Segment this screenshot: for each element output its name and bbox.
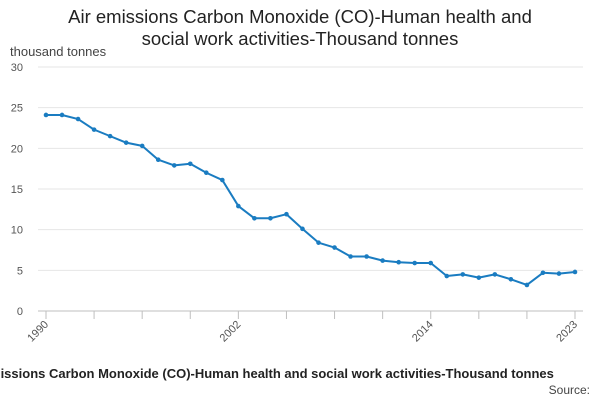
data-point [572, 269, 578, 275]
data-point [107, 133, 113, 139]
data-point [380, 258, 385, 263]
data-point [412, 260, 417, 266]
data-point [348, 254, 353, 259]
data-point [236, 203, 241, 209]
data-point [59, 112, 65, 118]
footer-chart-title-text: Air emissions Carbon Monoxide (CO)-Human… [0, 366, 554, 381]
data-point [155, 157, 161, 163]
y-tick-label: 20 [11, 143, 23, 155]
chart-title-line-1: Air emissions Carbon Monoxide (CO)-Human… [68, 6, 532, 27]
y-tick-label: 5 [17, 265, 23, 277]
data-point [556, 271, 562, 276]
data-point [91, 127, 97, 132]
source-note: Source: [548, 383, 590, 397]
data-point [284, 211, 289, 217]
data-point [540, 270, 546, 276]
footer-chart-title: Air emissions Carbon Monoxide (CO)-Human… [0, 366, 600, 382]
chart-title-line-2: social work activities-Thousand tonnes [141, 28, 459, 49]
data-point [492, 272, 498, 277]
data-point [75, 116, 81, 122]
data-point [444, 273, 450, 279]
y-tick-label: 10 [11, 225, 23, 237]
y-tick-label: 0 [17, 306, 23, 318]
data-point [300, 226, 305, 232]
data-point [43, 112, 49, 118]
data-point [123, 140, 129, 145]
data-point [204, 170, 209, 176]
data-point [187, 161, 193, 167]
y-axis-unit-label: thousand tonnes [10, 44, 107, 59]
chart-title: Air emissions Carbon Monoxide (CO)-Human… [0, 6, 600, 50]
data-point [524, 282, 530, 288]
data-point [171, 163, 177, 168]
data-point [139, 143, 145, 149]
data-point [508, 276, 514, 282]
data-point [220, 177, 225, 183]
data-point [476, 275, 482, 280]
data-point [332, 245, 337, 250]
data-point [316, 240, 321, 245]
data-point [396, 259, 401, 265]
data-point [428, 260, 434, 266]
x-tick-label: 2002 [218, 319, 244, 345]
y-tick-label: 25 [11, 103, 23, 115]
series-line [45, 113, 576, 286]
x-tick-label: 1990 [25, 319, 51, 345]
x-tick-label: 2023 [554, 319, 580, 345]
data-point [460, 272, 466, 277]
data-point [268, 215, 273, 221]
data-point [252, 215, 257, 221]
y-tick-label: 15 [11, 184, 23, 196]
y-tick-label: 30 [11, 62, 23, 74]
x-tick-label: 2014 [410, 319, 436, 345]
data-point [364, 254, 369, 259]
